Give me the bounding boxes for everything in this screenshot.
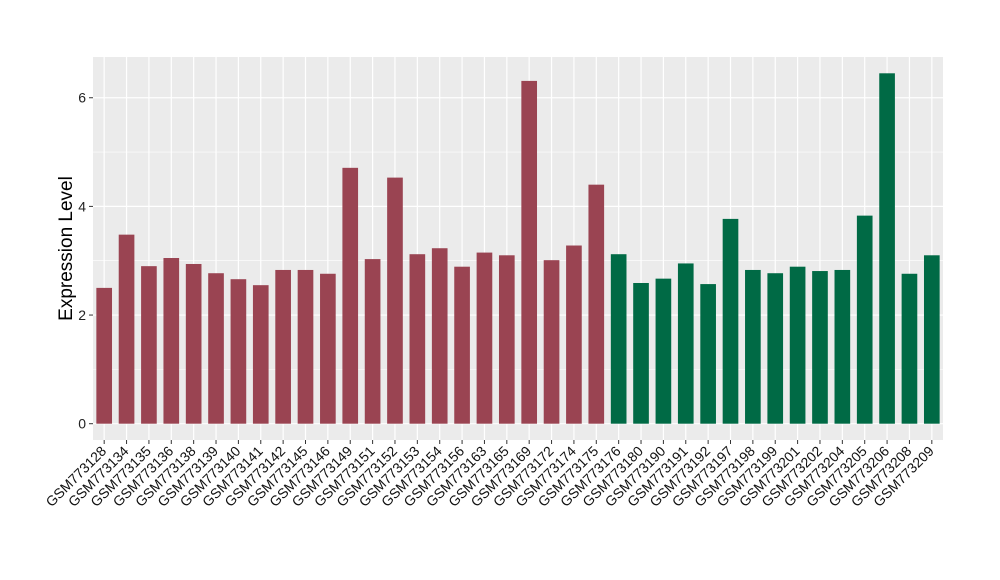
bar-GSM773204	[834, 269, 851, 424]
bars	[96, 73, 940, 424]
y-tick-label: 6	[78, 90, 86, 106]
y-axis-title: Expression Level	[56, 176, 77, 321]
bar-GSM773197	[722, 218, 739, 424]
bar-GSM773190	[655, 278, 672, 424]
bar-GSM773205	[856, 215, 873, 424]
bar-GSM773154	[431, 248, 448, 424]
bar-GSM773180	[633, 282, 649, 424]
bar-GSM773146	[320, 273, 336, 424]
bar-GSM773192	[700, 284, 716, 424]
bar-GSM773156	[454, 266, 470, 424]
bar-GSM773165	[498, 255, 515, 424]
bar-GSM773174	[566, 245, 582, 424]
bar-GSM773202	[812, 271, 828, 424]
bar-GSM773135	[141, 266, 157, 424]
bar-GSM773140	[230, 279, 247, 424]
x-axis: GSM773128GSM773134GSM773135GSM773136GSM7…	[42, 440, 937, 510]
bar-GSM773175	[588, 184, 605, 424]
bar-GSM773206	[879, 73, 895, 424]
bar-GSM773163	[476, 252, 493, 424]
bar-GSM773136	[163, 258, 180, 424]
y-tick-label: 2	[78, 307, 86, 323]
bar-GSM773199	[767, 273, 784, 424]
bar-GSM773149	[342, 167, 359, 424]
bar-GSM773169	[521, 80, 538, 424]
bar-GSM773152	[387, 177, 403, 424]
bar-GSM773209	[923, 255, 940, 424]
bar-GSM773141	[252, 285, 269, 424]
bar-GSM773142	[275, 269, 291, 424]
bar-GSM773145	[297, 269, 314, 424]
bar-GSM773139	[208, 273, 224, 424]
bar-GSM773176	[610, 254, 627, 424]
bar-GSM773201	[789, 266, 806, 424]
bar-GSM773134	[118, 234, 135, 424]
y-tick-label: 0	[78, 416, 86, 432]
y-axis: 0 2 4 6	[78, 90, 93, 432]
bar-GSM773138	[185, 263, 202, 424]
bar-GSM773198	[745, 269, 761, 424]
bar-GSM773128	[96, 287, 113, 424]
y-tick-label: 4	[78, 198, 86, 214]
bar-GSM773208	[901, 273, 918, 424]
bar-GSM773153	[409, 254, 426, 424]
bar-GSM773172	[543, 260, 560, 424]
bar-GSM773191	[677, 263, 694, 424]
bar-GSM773151	[364, 259, 381, 424]
